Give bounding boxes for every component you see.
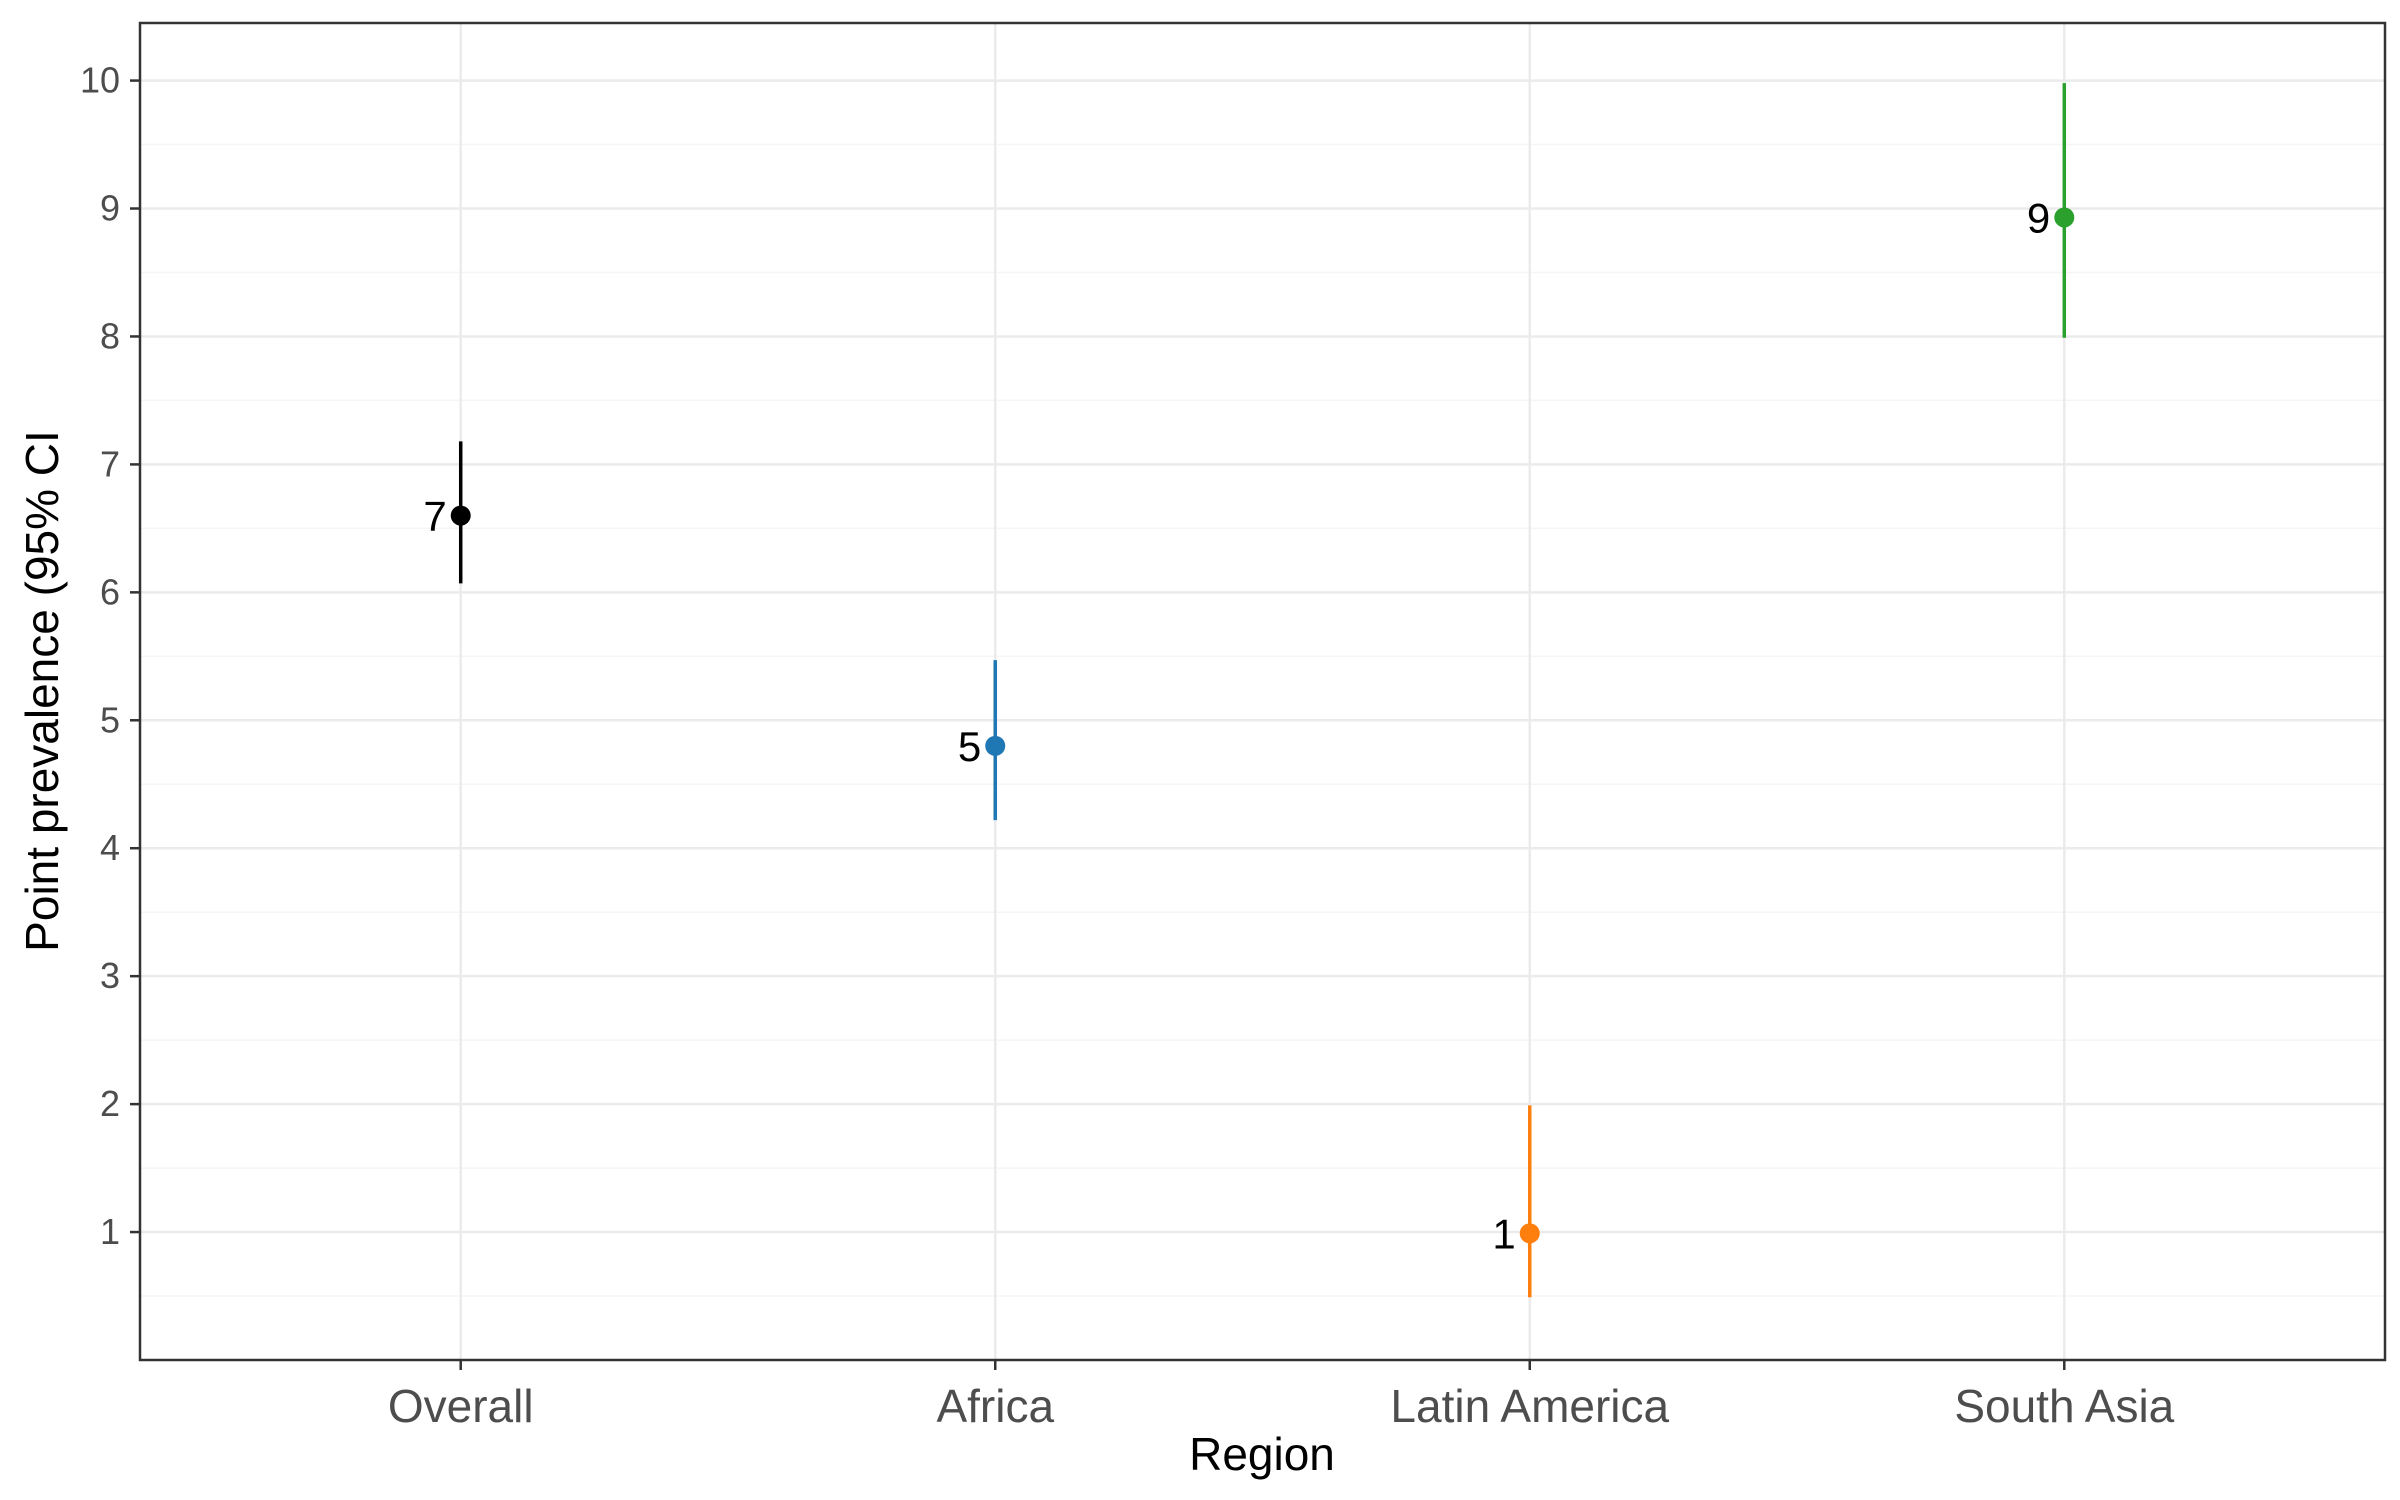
y-tick-label: 6 — [100, 571, 120, 612]
x-tick-label: Overall — [388, 1380, 534, 1432]
y-tick-label: 2 — [100, 1083, 120, 1124]
x-tick-label: South Asia — [1954, 1380, 2174, 1432]
x-tick-label: Africa — [936, 1380, 1054, 1432]
point-label: 5 — [958, 723, 981, 770]
x-axis: Overall Africa Latin America South Asia — [388, 1360, 2175, 1432]
marks-layer: 7 5 1 9 — [423, 83, 2075, 1298]
y-tick-label: 8 — [100, 315, 120, 356]
point-label: 1 — [1492, 1210, 1515, 1257]
estimate-point — [985, 735, 1006, 756]
y-tick-label: 3 — [100, 955, 120, 996]
y-axis: 1 2 3 4 5 6 7 8 9 10 — [80, 60, 140, 1252]
estimate-point — [2054, 207, 2075, 228]
y-tick-label: 9 — [100, 188, 120, 229]
x-tick-label: Latin America — [1390, 1380, 1669, 1432]
y-tick-label: 1 — [100, 1211, 120, 1252]
point-label: 9 — [2027, 194, 2050, 241]
estimate-point — [1519, 1223, 1540, 1244]
x-axis-title: Region — [1189, 1428, 1335, 1480]
estimate-point — [450, 505, 471, 526]
y-tick-label: 5 — [100, 699, 120, 740]
panel-border — [138, 21, 2387, 1362]
y-tick-label: 10 — [80, 60, 120, 101]
y-tick-label: 7 — [100, 443, 120, 484]
point-label: 7 — [423, 493, 446, 540]
y-tick-label: 4 — [100, 827, 120, 868]
y-axis-title: Point prevalence (95% CI — [16, 430, 68, 952]
